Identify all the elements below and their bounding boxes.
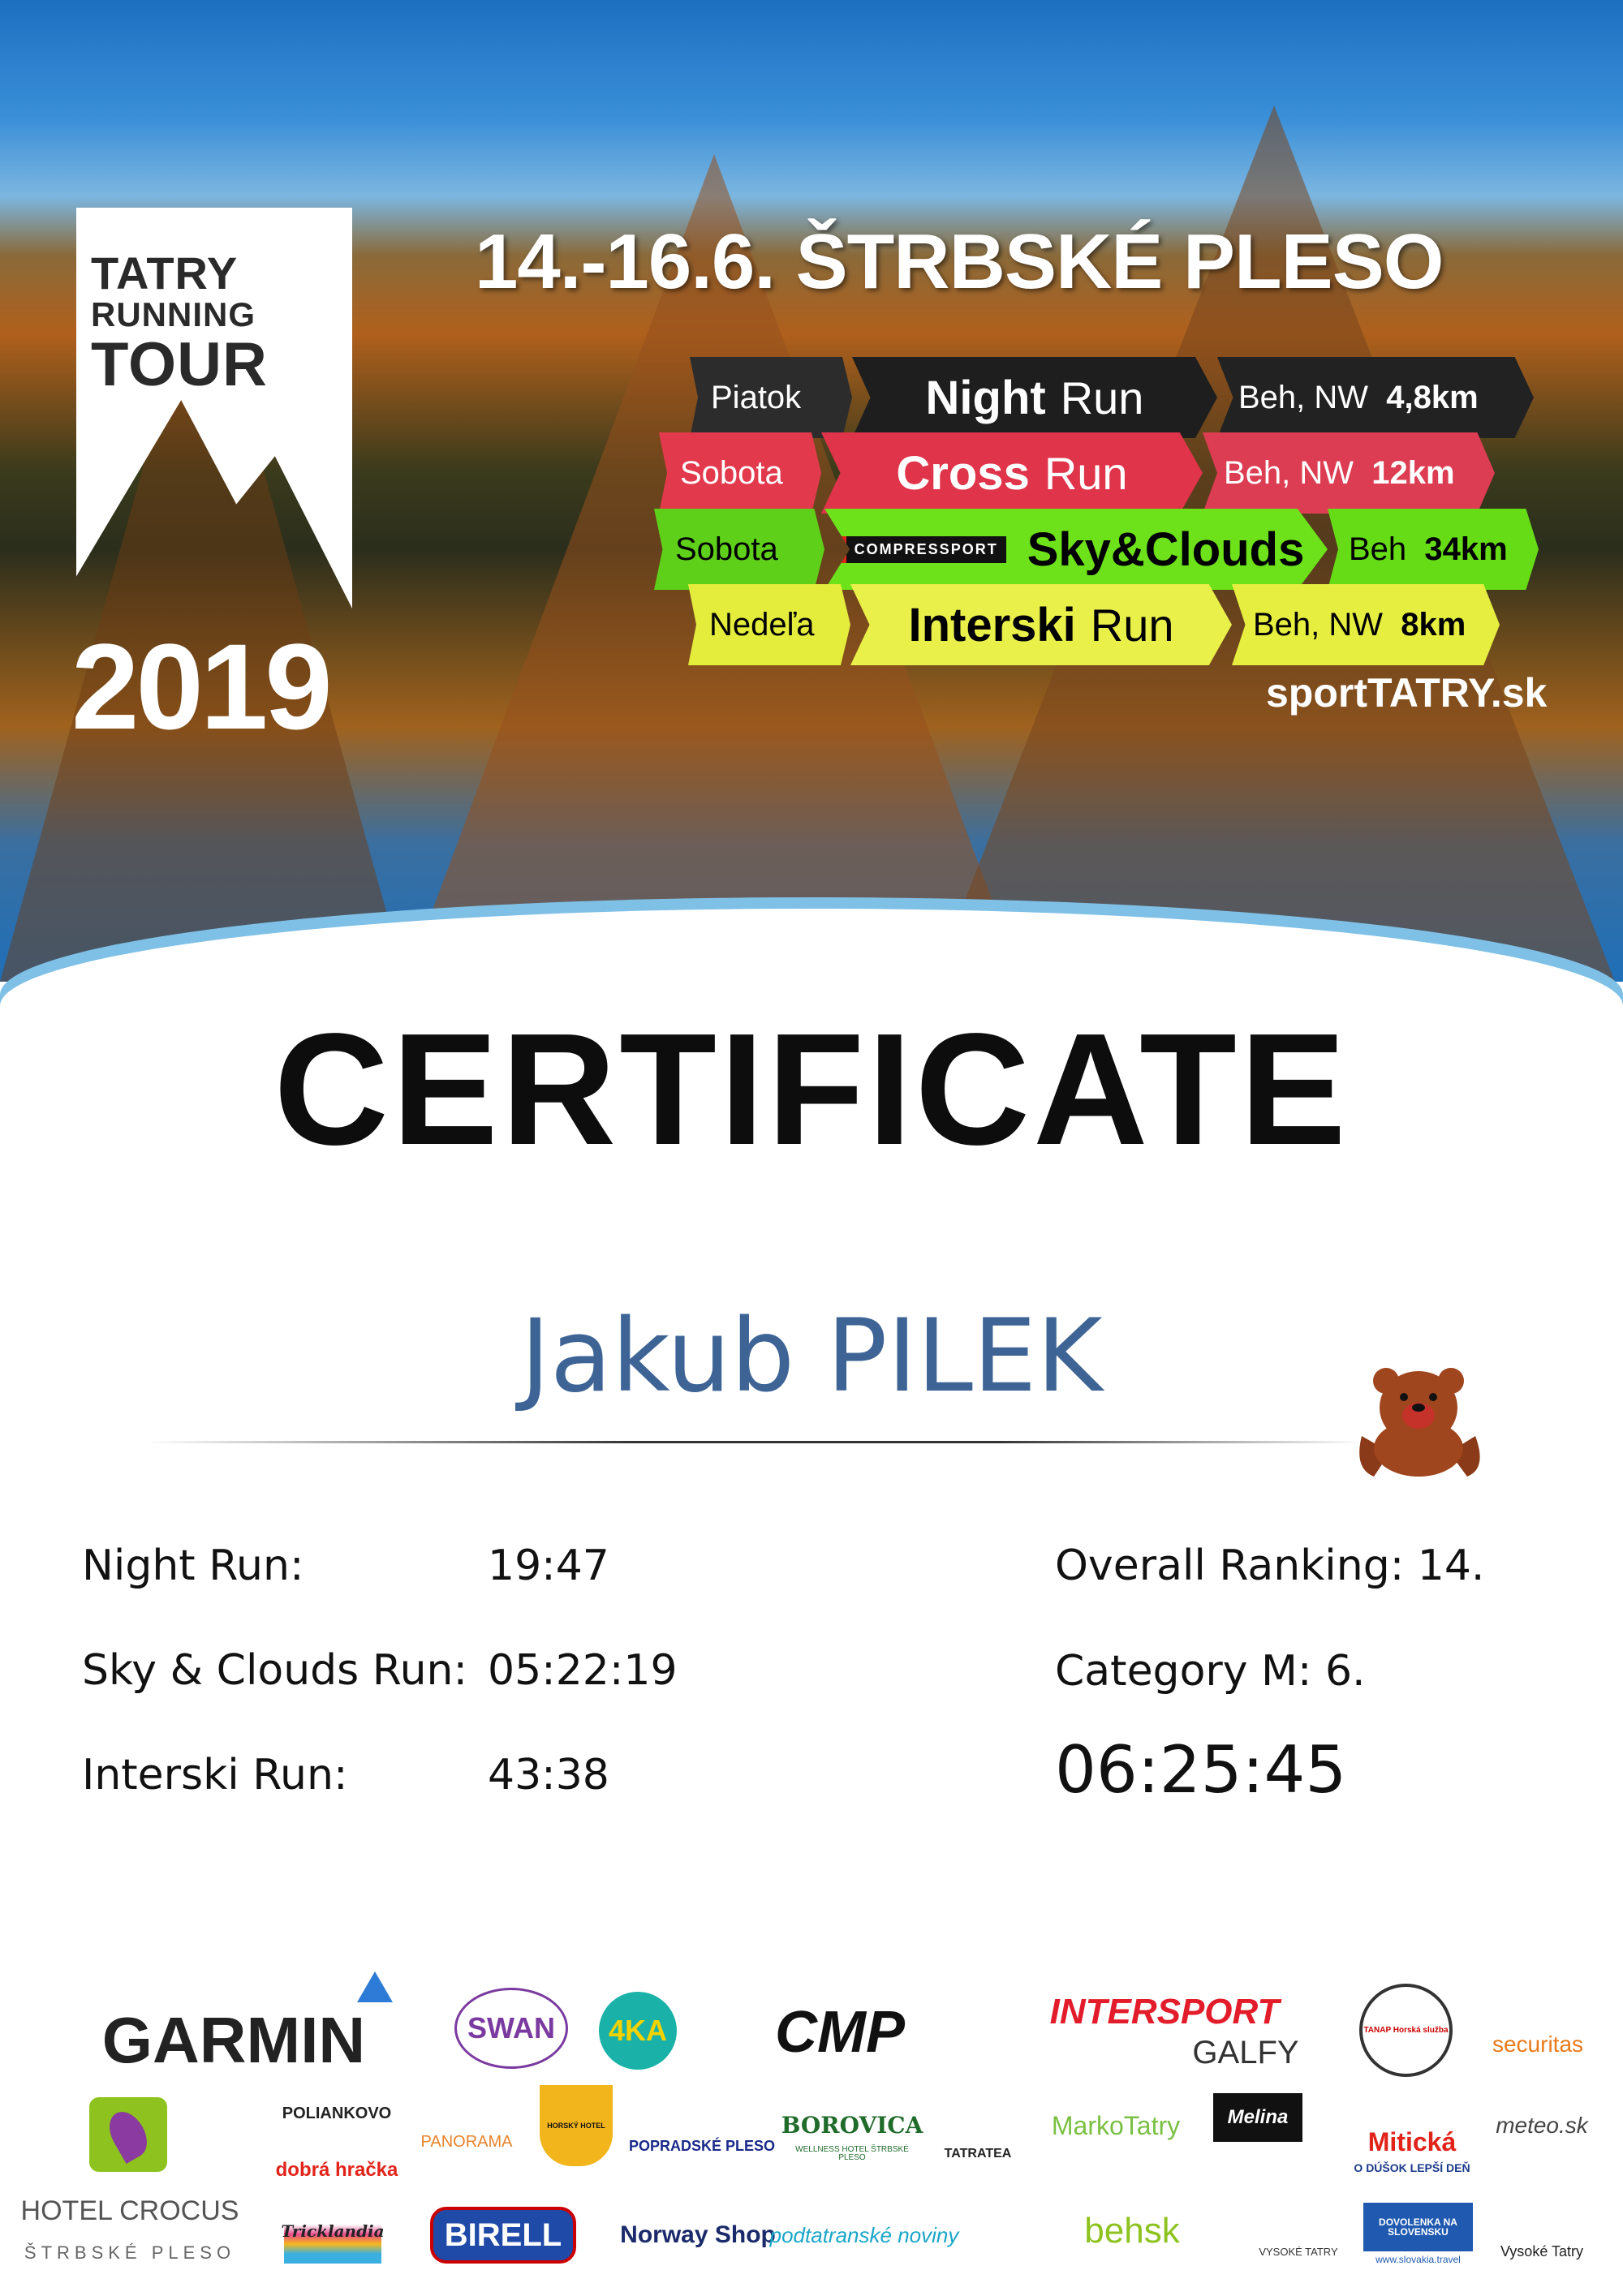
sponsor-logo: GARMIN xyxy=(101,2004,366,2076)
sponsor-logo: CMP xyxy=(775,2000,905,2065)
sponsor-logo: DOVOLENKA NA SLOVENSKU xyxy=(1363,2203,1473,2251)
sponsor-logo: BIRELL xyxy=(430,2207,576,2264)
event-year: 2019 xyxy=(71,618,333,755)
race-distance: 34km xyxy=(1424,531,1508,567)
schedule-distance: Beh, NW 12km xyxy=(1203,432,1495,514)
sponsor-logo: dobrá hračka xyxy=(275,2159,398,2181)
result-label: Night Run: xyxy=(82,1541,304,1590)
schedule-row-night: Piatok Night Run Beh, NW 4,8km xyxy=(690,357,1534,438)
race-distance: 4,8km xyxy=(1386,379,1479,415)
crocus-flower-icon xyxy=(89,2097,167,2172)
sponsor-logo: INTERSPORT xyxy=(1049,1992,1280,2032)
sponsor-logo: PANORAMA xyxy=(420,2133,513,2151)
sponsor-logo: 4KA xyxy=(599,1992,677,2070)
certificate-title: CERTIFICATE xyxy=(273,1000,1350,1178)
schedule-race: Cross Run xyxy=(821,432,1203,514)
schedule-race: COMPRESSPORT Sky&Clouds xyxy=(824,509,1328,590)
race-name: Cross xyxy=(896,446,1030,500)
schedule-day: Piatok xyxy=(690,357,852,438)
race-suffix: Run xyxy=(1044,447,1128,499)
race-distance: 12km xyxy=(1371,454,1455,491)
wave-divider xyxy=(0,909,1623,1152)
sponsor-logo: HORSKÝ HOTEL xyxy=(540,2085,613,2166)
sponsor-logo: WELLNESS HOTEL ŠTRBSKÉ PLESO xyxy=(795,2145,909,2162)
race-name: Night xyxy=(925,371,1046,424)
schedule-row-skyclouds: Sobota COMPRESSPORT Sky&Clouds Beh 34km xyxy=(654,509,1539,590)
schedule-distance: Beh, NW 4,8km xyxy=(1217,357,1534,438)
schedule-day: Sobota xyxy=(654,509,824,590)
sponsor-logo: www.slovakia.travel xyxy=(1375,2254,1461,2265)
schedule-day: Sobota xyxy=(659,432,821,514)
race-distance: 8km xyxy=(1401,606,1466,643)
schedule-day: Nedeľa xyxy=(688,584,850,665)
schedule-race: Night Run xyxy=(852,357,1217,438)
sponsor-logo: ŠTRBSKÉ PLESO xyxy=(24,2242,236,2263)
logo-line: TATRY xyxy=(91,247,239,299)
result-value: 05:22:19 xyxy=(488,1646,678,1695)
schedule-row-interski: Nedeľa Interski Run Beh, NW 8km xyxy=(688,584,1500,665)
result-label: Sky & Clouds Run: xyxy=(82,1646,468,1695)
bear-icon xyxy=(1359,1368,1480,1477)
garmin-triangle-icon xyxy=(357,1971,393,2002)
total-time: 06:25:45 xyxy=(1055,1732,1347,1808)
race-type: Beh, NW xyxy=(1238,379,1369,415)
schedule-distance: Beh, NW 8km xyxy=(1232,584,1500,665)
overall-ranking: Overall Ranking: 14. xyxy=(1055,1541,1485,1590)
result-value: 19:47 xyxy=(488,1541,609,1590)
schedule-distance: Beh 34km xyxy=(1328,509,1539,590)
result-label: Interski Run: xyxy=(82,1751,348,1799)
sponsor-logo: O DÚŠOK LEPŠÍ DEŇ xyxy=(1354,2161,1470,2174)
result-value: 43:38 xyxy=(488,1751,609,1799)
sponsor-logo: TATRATEA xyxy=(944,2147,1012,2161)
sponsor-logo: SWAN xyxy=(454,1988,568,2069)
sponsor-logo: VYSOKÉ TATRY xyxy=(1259,2245,1338,2258)
sponsor-logo: podtatranské noviny xyxy=(769,2223,959,2247)
race-name: Interski xyxy=(908,598,1076,651)
sponsor-logo: Mitická xyxy=(1367,2127,1457,2156)
sponsor-logo: HOTEL CROCUS xyxy=(20,2195,239,2226)
race-name: Sky&Clouds xyxy=(1027,522,1305,576)
sponsor-logo: BOROVICA xyxy=(781,2112,923,2139)
date-location: 14.-16.6. ŠTRBSKÉ PLESO xyxy=(475,218,1444,305)
participant-name: Jakub PILEK xyxy=(520,1298,1103,1415)
sponsor-logo: securitas xyxy=(1492,2032,1584,2057)
race-type: Beh xyxy=(1349,531,1407,567)
sponsor-logo: POPRADSKÉ PLESO xyxy=(628,2138,776,2154)
category-ranking: Category M: 6. xyxy=(1055,1647,1366,1696)
compressport-logo: COMPRESSPORT xyxy=(833,535,1006,563)
website-label: sportTATRY.sk xyxy=(1266,670,1548,716)
schedule-row-cross: Sobota Cross Run Beh, NW 12km xyxy=(659,432,1495,514)
sponsor-logo: Vysoké Tatry xyxy=(1500,2243,1584,2259)
logo-line: TOUR xyxy=(91,330,268,399)
race-type: Beh, NW xyxy=(1224,454,1354,491)
sponsor-logo: behsk xyxy=(1084,2211,1180,2251)
sponsor-logo: GALFY xyxy=(1192,2035,1299,2070)
sponsor-logo: Melina xyxy=(1213,2093,1302,2142)
sponsor-logo: Norway Shop xyxy=(620,2221,776,2248)
race-type: Beh, NW xyxy=(1253,606,1384,643)
logo-line: RUNNING xyxy=(91,295,256,333)
race-suffix: Run xyxy=(1090,599,1174,651)
divider-line xyxy=(146,1441,1363,1443)
sponsor-logo: POLIANKOVO xyxy=(282,2105,392,2122)
race-suffix: Run xyxy=(1060,372,1144,424)
sponsor-logo: meteo.sk xyxy=(1496,2113,1588,2138)
sponsor-logo: MarkoTatry xyxy=(1051,2111,1181,2140)
sponsor-logo: Tricklandia xyxy=(281,2199,385,2264)
schedule-race: Interski Run xyxy=(850,584,1232,665)
sponsor-logo: TANAP Horská služba xyxy=(1359,1984,1453,2077)
